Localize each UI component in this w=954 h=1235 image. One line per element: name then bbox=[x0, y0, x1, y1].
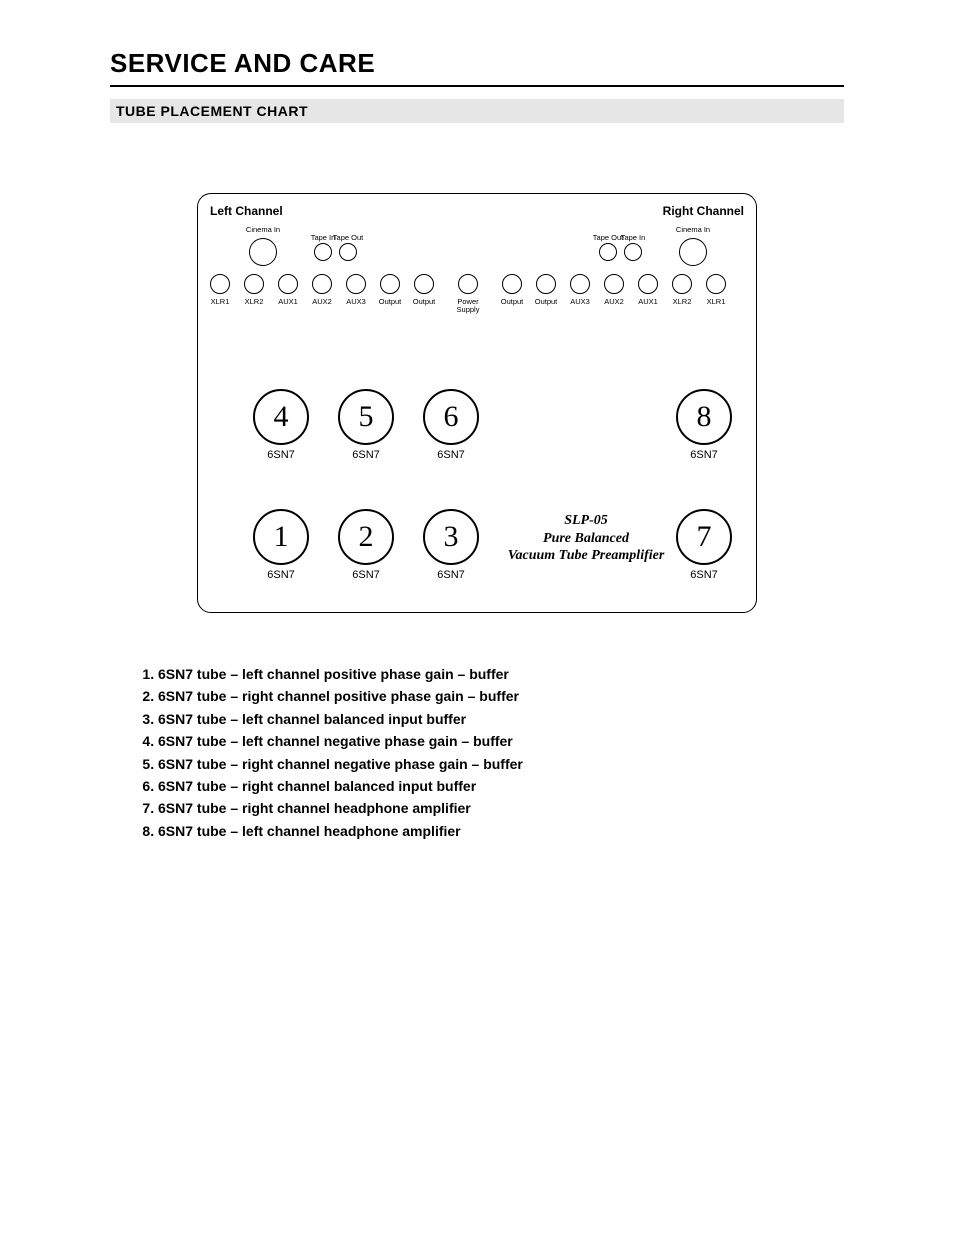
connector-5 bbox=[380, 274, 400, 294]
tube-type-2: 6SN7 bbox=[336, 569, 396, 581]
tape-out-left-label: Tape Out bbox=[331, 234, 365, 242]
connector-11 bbox=[604, 274, 624, 294]
model-label: SLP-05 Pure Balanced Vacuum Tube Preamplif… bbox=[506, 512, 666, 565]
page-heading: SERVICE AND CARE bbox=[110, 48, 844, 79]
connector-12 bbox=[638, 274, 658, 294]
legend-item-2: 6SN7 tube – right channel positive phase… bbox=[158, 685, 844, 707]
model-line3: Vacuum Tube Preamplifier bbox=[508, 548, 665, 563]
legend-item-1: 6SN7 tube – left channel positive phase … bbox=[158, 663, 844, 685]
tube-type-5: 6SN7 bbox=[336, 449, 396, 461]
connector-label-4: AUX3 bbox=[339, 298, 373, 306]
connector-8 bbox=[502, 274, 522, 294]
tube-4: 4 bbox=[253, 389, 309, 445]
cinema-in-right-label: Cinema In bbox=[673, 226, 713, 234]
tube-type-7: 6SN7 bbox=[674, 569, 734, 581]
connector-6 bbox=[414, 274, 434, 294]
connector-label-12: AUX1 bbox=[631, 298, 665, 306]
connector-label-11: AUX2 bbox=[597, 298, 631, 306]
tube-1: 1 bbox=[253, 509, 309, 565]
legend-item-5: 6SN7 tube – right channel negative phase… bbox=[158, 753, 844, 775]
cinema-in-right bbox=[679, 238, 707, 266]
connector-label-6: Output bbox=[407, 298, 441, 306]
section-subhead: TUBE PLACEMENT CHART bbox=[110, 99, 844, 123]
legend-item-7: 6SN7 tube – right channel headphone ampl… bbox=[158, 797, 844, 819]
connector-label-9: Output bbox=[529, 298, 563, 306]
connector-0 bbox=[210, 274, 230, 294]
tube-type-3: 6SN7 bbox=[421, 569, 481, 581]
tube-legend-list: 6SN7 tube – left channel positive phase … bbox=[130, 663, 844, 842]
legend-item-6: 6SN7 tube – right channel balanced input… bbox=[158, 775, 844, 797]
legend-item-8: 6SN7 tube – left channel headphone ampli… bbox=[158, 820, 844, 842]
tube-type-4: 6SN7 bbox=[251, 449, 311, 461]
tape-out-right-label: Tape Out bbox=[591, 234, 625, 242]
connector-13 bbox=[672, 274, 692, 294]
connector-label-5: Output bbox=[373, 298, 407, 306]
tube-5: 5 bbox=[338, 389, 394, 445]
tube-type-6: 6SN7 bbox=[421, 449, 481, 461]
legend-item-4: 6SN7 tube – left channel negative phase … bbox=[158, 730, 844, 752]
tube-type-1: 6SN7 bbox=[251, 569, 311, 581]
tape-in-right bbox=[624, 243, 642, 261]
connector-14 bbox=[706, 274, 726, 294]
connector-label-8: Output bbox=[495, 298, 529, 306]
connector-label-7: PowerSupply bbox=[451, 298, 485, 314]
tape-in-left bbox=[314, 243, 332, 261]
tube-8: 8 bbox=[676, 389, 732, 445]
heading-rule bbox=[110, 85, 844, 87]
connector-4 bbox=[346, 274, 366, 294]
connector-7 bbox=[458, 274, 478, 294]
cinema-in-left bbox=[249, 238, 277, 266]
tape-out-left bbox=[339, 243, 357, 261]
legend-item-3: 6SN7 tube – left channel balanced input … bbox=[158, 708, 844, 730]
tape-out-right bbox=[599, 243, 617, 261]
tube-type-8: 6SN7 bbox=[674, 449, 734, 461]
tube-3: 3 bbox=[423, 509, 479, 565]
cinema-in-left-label: Cinema In bbox=[243, 226, 283, 234]
connector-label-3: AUX2 bbox=[305, 298, 339, 306]
connector-label-2: AUX1 bbox=[271, 298, 305, 306]
connector-10 bbox=[570, 274, 590, 294]
connector-label-0: XLR1 bbox=[203, 298, 237, 306]
tube-7: 7 bbox=[676, 509, 732, 565]
right-channel-label: Right Channel bbox=[663, 204, 744, 218]
connector-1 bbox=[244, 274, 264, 294]
tube-6: 6 bbox=[423, 389, 479, 445]
connector-label-14: XLR1 bbox=[699, 298, 733, 306]
connector-label-13: XLR2 bbox=[665, 298, 699, 306]
connector-2 bbox=[278, 274, 298, 294]
left-channel-label: Left Channel bbox=[210, 204, 283, 218]
model-line1: SLP-05 bbox=[564, 513, 608, 528]
tube-2: 2 bbox=[338, 509, 394, 565]
tube-placement-diagram: Left Channel Right Channel Cinema In Tape… bbox=[197, 193, 757, 613]
connector-label-1: XLR2 bbox=[237, 298, 271, 306]
connector-3 bbox=[312, 274, 332, 294]
connector-label-10: AUX3 bbox=[563, 298, 597, 306]
connector-9 bbox=[536, 274, 556, 294]
model-line2: Pure Balanced bbox=[543, 531, 629, 546]
